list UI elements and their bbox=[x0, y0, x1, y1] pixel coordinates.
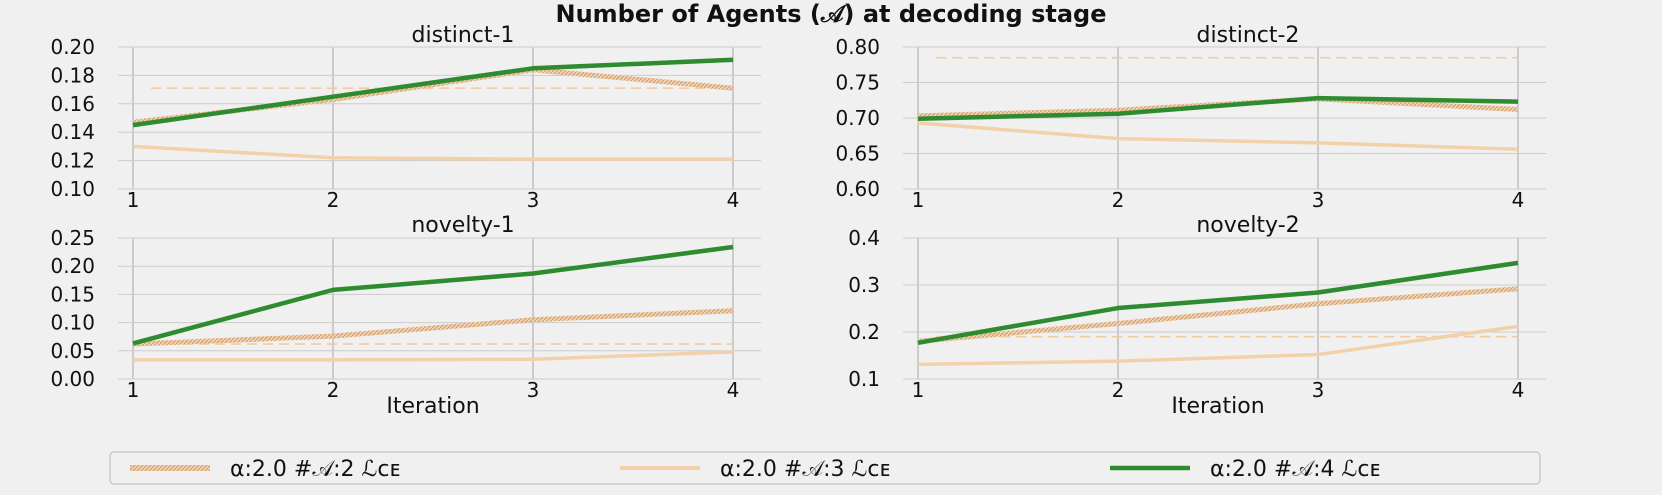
y-tick-label: 0.80 bbox=[835, 35, 880, 59]
figure-title: Number of Agents (𝒜) at decoding stage bbox=[556, 0, 1107, 28]
legend-box bbox=[109, 451, 1541, 485]
x-tick-label: 3 bbox=[527, 188, 540, 212]
x-tick-label: 3 bbox=[1312, 188, 1325, 212]
panel-distinct-2: 0.60 0.65 0.70 0.75 0.80 1 2 3 4 distinct-2 bbox=[835, 23, 1546, 212]
y-tick-label: 0.10 bbox=[50, 177, 95, 201]
legend-label-3: α:2.0 #𝒜:4 ℒᴄᴇ bbox=[1210, 457, 1380, 482]
panel-title: novelty-1 bbox=[411, 213, 514, 238]
panel-novelty-1: 0.00 0.05 0.10 0.15 0.20 0.25 1 2 3 4 novelty-1 Ite… bbox=[50, 213, 761, 419]
y-tick-label: 0.65 bbox=[835, 142, 880, 166]
y-tick-label: 0.00 bbox=[50, 367, 95, 391]
y-tick-label: 0.3 bbox=[848, 273, 880, 297]
y-tick-label: 0.18 bbox=[50, 63, 95, 87]
series-line-green bbox=[917, 260, 1519, 346]
x-tick-label: 3 bbox=[527, 378, 540, 402]
panel-title: novelty-2 bbox=[1196, 213, 1299, 238]
series-line-hatched bbox=[132, 308, 734, 347]
series-line-green bbox=[132, 244, 734, 346]
series-line-plain bbox=[133, 350, 734, 362]
y-tick-label: 0.1 bbox=[848, 367, 880, 391]
x-axis-label: Iteration bbox=[1171, 394, 1264, 419]
panel-distinct-1: 0.10 0.12 0.14 0.16 0.18 0.20 1 2 3 4 distinct-1 bbox=[50, 23, 761, 212]
x-tick-label: 1 bbox=[912, 378, 925, 402]
x-tick-label: 4 bbox=[727, 188, 740, 212]
x-tick-label: 4 bbox=[1512, 188, 1525, 212]
y-tick-label: 0.05 bbox=[50, 339, 95, 363]
y-tick-label: 0.15 bbox=[50, 282, 95, 306]
series-line-plain bbox=[917, 121, 1519, 151]
x-tick-label: 2 bbox=[1112, 378, 1125, 402]
x-axis-label: Iteration bbox=[386, 394, 479, 419]
series-line-green bbox=[917, 95, 1519, 121]
x-tick-label: 4 bbox=[1512, 378, 1525, 402]
x-tick-label: 4 bbox=[727, 378, 740, 402]
y-tick-label: 0.10 bbox=[50, 311, 95, 335]
series-line-plain bbox=[132, 144, 733, 161]
y-tick-label: 0.25 bbox=[50, 226, 95, 250]
y-tick-label: 0.14 bbox=[50, 120, 95, 144]
y-tick-label: 0.75 bbox=[835, 71, 880, 95]
y-tick-label: 0.16 bbox=[50, 92, 95, 116]
legend: α:2.0 #𝒜:2 ℒᴄᴇ α:2.0 #𝒜:3 ℒᴄᴇ α:2.0 #𝒜:4… bbox=[109, 451, 1541, 485]
panel-title: distinct-1 bbox=[412, 23, 515, 48]
y-tick-label: 0.2 bbox=[848, 320, 880, 344]
panel-novelty-2: 0.1 0.2 0.3 0.4 1 2 3 4 novelty-2 Iteration bbox=[848, 213, 1546, 419]
x-tick-label: 2 bbox=[327, 188, 340, 212]
series-line-green bbox=[132, 57, 734, 128]
x-tick-label: 2 bbox=[1112, 188, 1125, 212]
x-tick-label: 3 bbox=[1312, 378, 1325, 402]
x-tick-label: 2 bbox=[327, 378, 340, 402]
series-line-plain bbox=[917, 324, 1519, 367]
x-tick-label: 1 bbox=[127, 378, 140, 402]
panel-title: distinct-2 bbox=[1197, 23, 1300, 48]
legend-label-1: α:2.0 #𝒜:2 ℒᴄᴇ bbox=[230, 457, 400, 482]
y-tick-label: 0.12 bbox=[50, 149, 95, 173]
x-tick-label: 1 bbox=[912, 188, 925, 212]
x-tick-label: 1 bbox=[127, 188, 140, 212]
y-tick-label: 0.4 bbox=[848, 226, 880, 250]
legend-label-2: α:2.0 #𝒜:3 ℒᴄᴇ bbox=[720, 457, 890, 482]
y-tick-label: 0.60 bbox=[835, 177, 880, 201]
series-line-hatched bbox=[917, 286, 1519, 344]
y-tick-label: 0.20 bbox=[50, 35, 95, 59]
y-tick-label: 0.70 bbox=[835, 106, 880, 130]
y-tick-label: 0.20 bbox=[50, 254, 95, 278]
